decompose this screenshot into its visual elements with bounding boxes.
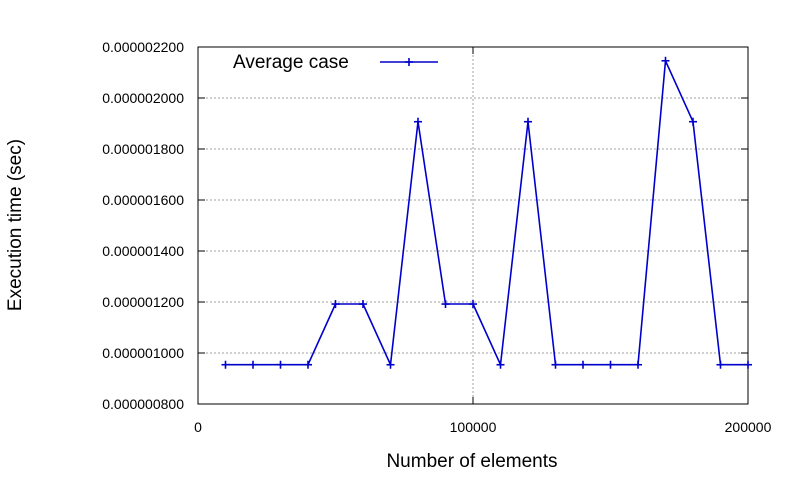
x-tick-label: 0 — [194, 419, 202, 435]
data-point-marker — [304, 360, 312, 369]
data-point-marker — [496, 360, 505, 369]
data-point-marker — [661, 56, 670, 65]
data-point-marker — [551, 360, 560, 369]
legend: Average case — [233, 52, 438, 73]
data-point-marker — [744, 360, 752, 369]
data-point-marker — [716, 360, 725, 369]
series-line — [225, 59, 748, 366]
data-point-marker — [249, 360, 257, 369]
data-point-marker — [606, 360, 615, 369]
data-point-marker — [469, 300, 477, 309]
legend-label: Average case — [233, 52, 349, 73]
y-tick-label: 0.000001400 — [102, 243, 184, 259]
y-tick-label: 0.000001200 — [102, 294, 184, 310]
data-point-marker — [524, 117, 532, 126]
y-tick-label: 0.000000800 — [102, 396, 184, 412]
x-tick-label: 100000 — [450, 419, 497, 435]
y-tick-label: 0.000001800 — [102, 141, 184, 157]
data-point-marker — [634, 360, 642, 369]
series-lines — [221, 56, 752, 369]
x-axis-label: Number of elements — [386, 451, 557, 472]
y-tick-label: 0.000001600 — [102, 192, 184, 208]
y-tick-label: 0.000002200 — [102, 39, 184, 55]
data-point-marker — [359, 300, 367, 309]
y-tick-label: 0.000001000 — [102, 345, 184, 361]
tick-labels: 0.000000800 0.000001000 0.000001200 0.00000… — [102, 39, 771, 435]
grid-lines — [198, 47, 748, 404]
data-point-marker — [689, 117, 697, 126]
data-point-marker — [331, 300, 340, 309]
legend-backdrop — [228, 48, 440, 79]
data-point-marker — [221, 360, 230, 369]
data-point-marker — [386, 360, 395, 369]
legend-swatch-marker — [405, 58, 413, 66]
y-tick-label: 0.000002000 — [102, 90, 184, 106]
data-point-marker — [441, 300, 450, 309]
data-point-marker — [414, 117, 422, 126]
data-point-marker — [276, 360, 285, 369]
data-point-marker — [579, 360, 587, 369]
y-axis-label: Execution time (sec) — [5, 139, 26, 311]
x-tick-label: 200000 — [725, 419, 772, 435]
axis-ticks — [197, 46, 749, 405]
